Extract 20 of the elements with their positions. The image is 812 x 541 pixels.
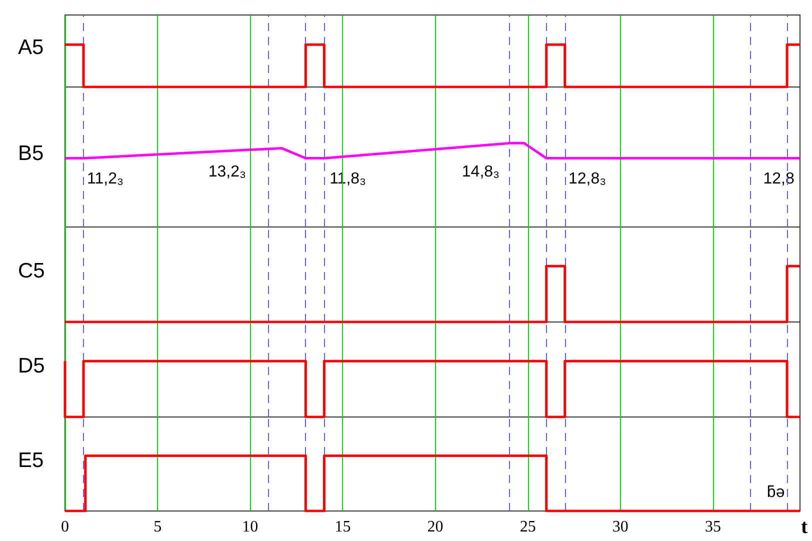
x-tick-label: 0	[61, 518, 69, 536]
x-tick-label: 25	[520, 518, 536, 536]
y-axis-title: C5	[18, 260, 45, 282]
annotation: 13,2₃	[208, 164, 246, 180]
annotation: 11,2₃	[87, 170, 124, 188]
x-tick-label: 35	[704, 518, 721, 536]
x-axis-title: t	[801, 516, 808, 538]
x-tick-label: 10	[242, 518, 258, 536]
x-tick-label: 5	[154, 518, 162, 536]
y-axis-title: A5	[18, 36, 44, 59]
annotation: 12,8₃	[568, 170, 606, 188]
annotation: 12,8	[763, 170, 794, 188]
y-axis-title: E5	[18, 449, 44, 472]
x-tick-label: 30	[612, 518, 628, 536]
annotation: ƃə	[766, 484, 785, 502]
annotation: 14,8₃	[462, 164, 500, 180]
x-tick-label: 20	[427, 518, 444, 536]
x-tick-label: 15	[334, 518, 351, 536]
y-axis-title: D5	[18, 354, 45, 378]
y-axis-title: B5	[18, 142, 44, 165]
